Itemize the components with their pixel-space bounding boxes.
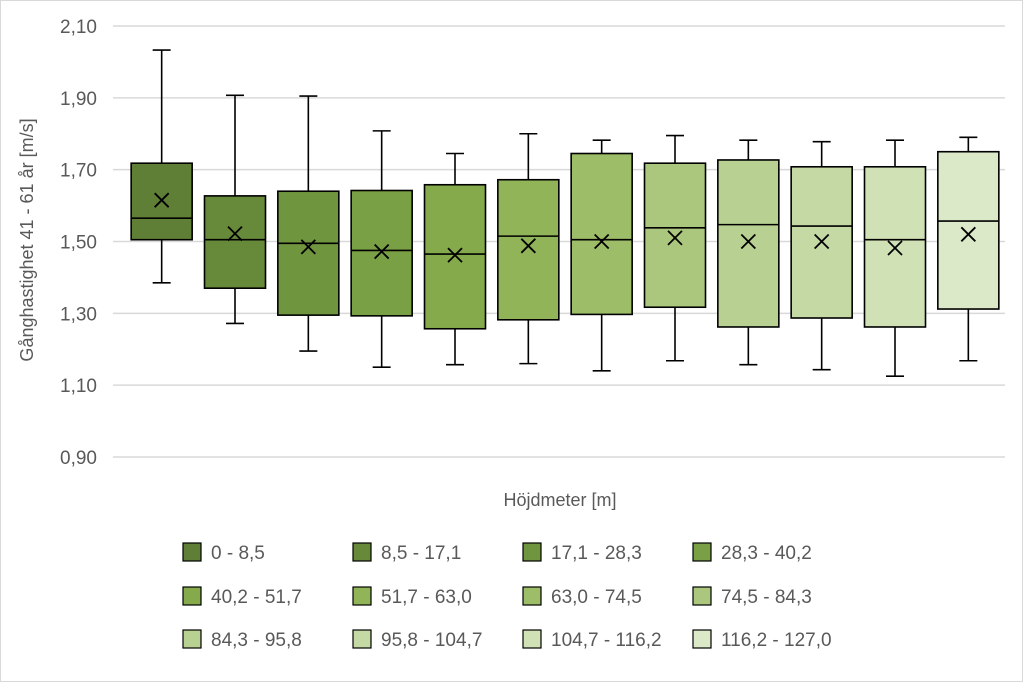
- box-iqr: [277, 190, 340, 316]
- legend-item: 74,5 - 84,3: [692, 586, 812, 608]
- y-tick-label: 1,90: [60, 89, 97, 110]
- box-plot: [350, 130, 413, 369]
- legend-swatch: [522, 586, 542, 606]
- legend-swatch: [522, 629, 542, 649]
- legend-label: 51,7 - 63,0: [381, 587, 472, 608]
- legend-label: 74,5 - 84,3: [721, 587, 812, 608]
- box-iqr: [937, 150, 1000, 310]
- mean-marker: [887, 240, 903, 256]
- legend-label: 104,7 - 116,2: [551, 630, 662, 651]
- legend-item: 63,0 - 74,5: [522, 586, 642, 608]
- legend-label: 17,1 - 28,3: [551, 543, 642, 564]
- legend-swatch: [352, 586, 372, 606]
- x-axis-title: Höjdmeter [m]: [503, 490, 616, 510]
- box-iqr: [203, 195, 267, 289]
- box-plot: [643, 134, 707, 362]
- y-tick-label: 1,10: [60, 376, 97, 397]
- box-plots: [130, 49, 1000, 377]
- legend-label: 95,8 - 104,7: [381, 630, 482, 651]
- box-plot: [497, 132, 560, 365]
- legend-label: 40,2 - 51,7: [211, 587, 302, 608]
- legend-item: 40,2 - 51,7: [182, 586, 302, 608]
- legend-item: 95,8 - 104,7: [352, 629, 482, 651]
- gridlines: [113, 25, 1005, 458]
- legend-item: 84,3 - 95,8: [182, 629, 302, 651]
- box-plot: [130, 49, 193, 284]
- box-iqr: [570, 152, 633, 316]
- legend-label: 84,3 - 95,8: [211, 630, 302, 651]
- legend-swatch: [182, 542, 202, 562]
- legend-swatch: [522, 542, 542, 562]
- mean-marker: [374, 243, 390, 260]
- box-plot: [937, 136, 1000, 362]
- box-iqr: [423, 183, 487, 330]
- mean-marker: [594, 233, 610, 250]
- legend-item: 116,2 - 127,0: [692, 629, 832, 651]
- mean-marker: [154, 192, 170, 208]
- y-axis-title: Gånghastighet 41 - 61 år [m/s]: [17, 118, 37, 361]
- box-plot: [790, 140, 853, 371]
- legend-label: 116,2 - 127,0: [721, 630, 832, 651]
- legend-swatch: [352, 542, 372, 562]
- y-tick-label: 0,90: [60, 448, 97, 469]
- legend-swatch: [692, 542, 712, 562]
- legend-swatch: [352, 629, 372, 649]
- box-iqr: [350, 189, 413, 317]
- legend-swatch: [692, 629, 712, 649]
- mean-marker: [520, 238, 536, 254]
- legend-swatch: [182, 586, 202, 606]
- mean-marker: [300, 239, 316, 255]
- legend: 0 - 8,5 8,5 - 17,1 17,1 - 28,3 28,3 - 40,2 4…: [182, 542, 832, 651]
- box-plot: [203, 94, 267, 325]
- legend-item: 17,1 - 28,3: [522, 542, 642, 564]
- y-tick-label: 1,50: [60, 233, 97, 254]
- box-plot: [863, 139, 927, 377]
- mean-marker: [447, 247, 463, 263]
- y-tick-labels: 0,90 1,10 1,30 1,50 1,70 1,90 2,10: [60, 17, 97, 469]
- mean-marker: [960, 226, 976, 242]
- mean-marker: [667, 230, 683, 246]
- legend-item: 28,3 - 40,2: [692, 542, 812, 564]
- legend-item: 51,7 - 63,0: [352, 586, 472, 608]
- y-tick-label: 1,30: [60, 304, 97, 325]
- legend-item: 8,5 - 17,1: [352, 542, 461, 564]
- legend-swatch: [692, 586, 712, 606]
- legend-swatch: [182, 629, 202, 649]
- box-iqr: [643, 162, 707, 309]
- box-plot: [277, 95, 340, 352]
- mean-marker: [814, 233, 830, 250]
- y-tick-label: 1,70: [60, 161, 97, 182]
- box-iqr: [717, 159, 780, 328]
- y-tick-label: 2,10: [60, 17, 97, 38]
- legend-item: 104,7 - 116,2: [522, 629, 662, 651]
- box-plot: [423, 152, 487, 366]
- legend-label: 0 - 8,5: [211, 543, 265, 564]
- box-plot: [717, 139, 780, 366]
- legend-item: 0 - 8,5: [182, 542, 265, 564]
- box-plot: [570, 139, 633, 372]
- legend-label: 63,0 - 74,5: [551, 587, 642, 608]
- box-iqr: [497, 178, 560, 321]
- legend-label: 8,5 - 17,1: [381, 543, 461, 564]
- legend-label: 28,3 - 40,2: [721, 543, 812, 564]
- mean-marker: [740, 233, 756, 250]
- mean-marker: [227, 225, 243, 242]
